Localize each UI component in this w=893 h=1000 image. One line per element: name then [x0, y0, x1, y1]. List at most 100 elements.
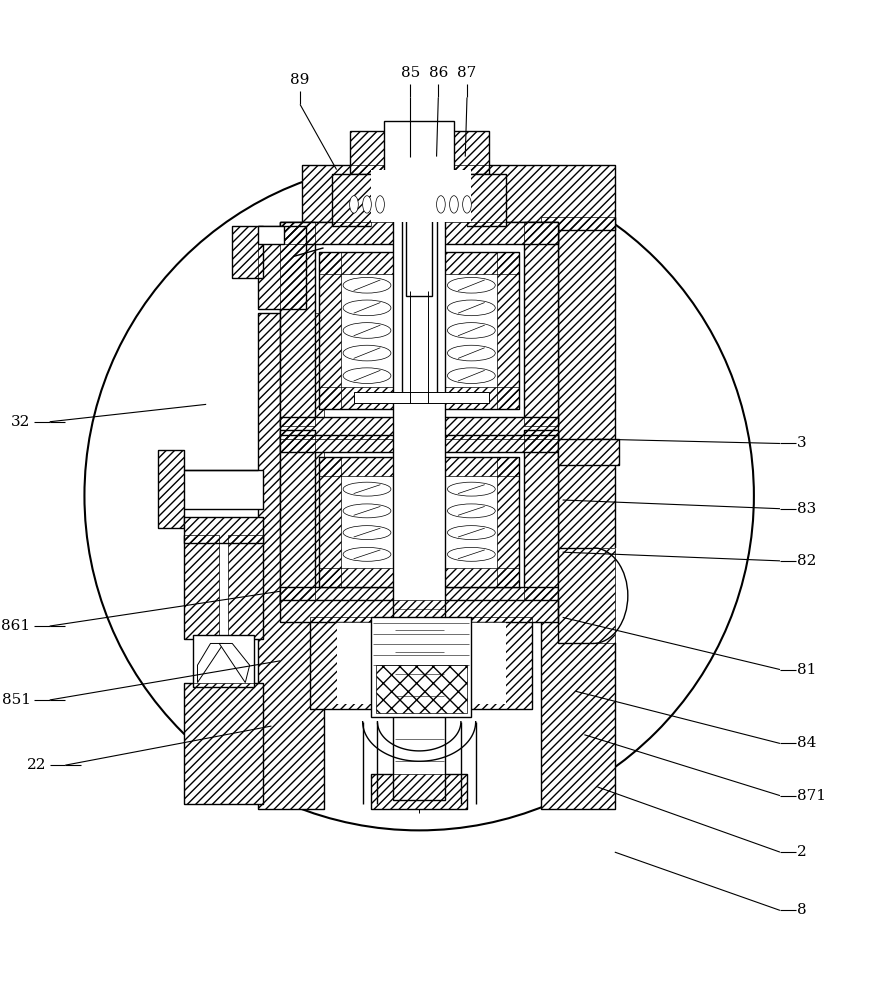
Ellipse shape: [350, 196, 358, 213]
Bar: [497, 252, 519, 409]
Bar: [354, 392, 488, 403]
Bar: [558, 548, 628, 643]
Bar: [185, 535, 263, 639]
Bar: [423, 252, 519, 274]
Bar: [423, 568, 519, 587]
Ellipse shape: [447, 345, 496, 361]
Bar: [258, 226, 306, 309]
Bar: [558, 439, 619, 465]
Ellipse shape: [343, 300, 391, 316]
Polygon shape: [197, 643, 223, 683]
Bar: [376, 665, 467, 713]
Bar: [332, 174, 415, 226]
Bar: [280, 222, 315, 426]
Bar: [423, 252, 446, 409]
Ellipse shape: [447, 547, 496, 561]
Bar: [393, 252, 415, 409]
Bar: [319, 387, 415, 409]
Text: 2: 2: [797, 845, 807, 859]
Ellipse shape: [343, 368, 391, 383]
Bar: [371, 774, 467, 809]
Ellipse shape: [447, 277, 496, 293]
Bar: [319, 252, 341, 409]
Bar: [371, 617, 472, 717]
Bar: [258, 313, 323, 809]
Ellipse shape: [463, 196, 472, 213]
Bar: [280, 435, 558, 452]
Bar: [337, 622, 506, 704]
Text: 86: 86: [429, 66, 448, 80]
Ellipse shape: [343, 277, 391, 293]
Bar: [302, 165, 614, 230]
Bar: [497, 457, 519, 587]
Ellipse shape: [447, 368, 496, 383]
Bar: [393, 209, 446, 800]
Ellipse shape: [437, 196, 446, 213]
Text: 85: 85: [401, 66, 420, 80]
Bar: [467, 174, 506, 226]
Ellipse shape: [343, 547, 391, 561]
Bar: [523, 430, 558, 604]
Bar: [158, 450, 185, 528]
Bar: [319, 457, 341, 587]
Text: 89: 89: [290, 73, 310, 87]
Ellipse shape: [343, 323, 391, 338]
Bar: [280, 430, 558, 604]
Bar: [423, 457, 519, 587]
Bar: [280, 222, 558, 244]
Bar: [280, 430, 315, 604]
Bar: [350, 131, 488, 174]
Bar: [258, 313, 323, 809]
Text: 851: 851: [2, 693, 30, 707]
Bar: [258, 226, 306, 309]
Bar: [406, 217, 432, 296]
Bar: [302, 165, 614, 230]
Bar: [319, 252, 415, 274]
Bar: [541, 217, 614, 809]
Bar: [423, 387, 519, 409]
Bar: [258, 226, 284, 244]
Ellipse shape: [447, 504, 496, 518]
Bar: [228, 535, 263, 639]
Bar: [371, 170, 467, 230]
Bar: [319, 252, 415, 409]
Bar: [319, 457, 415, 476]
Text: 82: 82: [797, 554, 817, 568]
Bar: [280, 417, 558, 439]
Text: 871: 871: [797, 789, 826, 803]
Bar: [280, 600, 558, 622]
Ellipse shape: [343, 504, 391, 518]
Bar: [423, 457, 519, 476]
Polygon shape: [219, 643, 250, 683]
Bar: [423, 174, 506, 226]
Text: 87: 87: [457, 66, 477, 80]
Bar: [193, 635, 254, 687]
Bar: [185, 683, 263, 804]
Bar: [523, 430, 558, 604]
Bar: [280, 430, 315, 604]
Bar: [558, 548, 614, 643]
Ellipse shape: [447, 323, 496, 338]
Bar: [423, 252, 519, 409]
Text: 84: 84: [797, 736, 817, 750]
Bar: [311, 617, 532, 709]
Bar: [280, 600, 558, 622]
Bar: [280, 222, 558, 426]
Bar: [384, 121, 454, 171]
Text: 8: 8: [797, 903, 807, 917]
Bar: [371, 774, 467, 809]
Bar: [185, 517, 263, 543]
Text: 81: 81: [797, 663, 817, 677]
Bar: [280, 417, 558, 439]
Bar: [280, 587, 558, 604]
Text: 3: 3: [797, 436, 807, 450]
Bar: [423, 457, 446, 587]
Bar: [332, 174, 371, 226]
Bar: [319, 568, 415, 587]
Bar: [393, 457, 415, 587]
Bar: [232, 226, 263, 278]
Bar: [185, 683, 263, 804]
Bar: [319, 457, 415, 587]
Bar: [541, 217, 614, 809]
Ellipse shape: [376, 196, 384, 213]
